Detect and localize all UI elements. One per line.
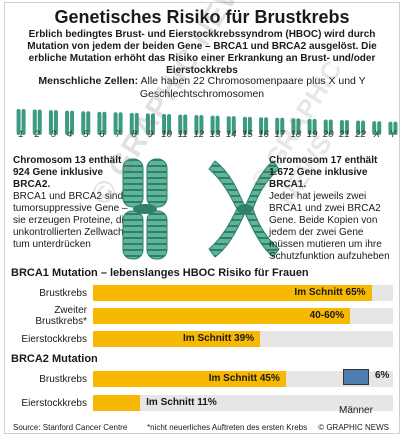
brca2-section-title: BRCA2 Mutation [11, 353, 98, 365]
chromosome-5 [81, 111, 91, 135]
bar-value-label: Im Schnitt 65% [294, 287, 366, 298]
chromosome-16 [259, 117, 269, 135]
large-chromosomes-illustration [122, 158, 280, 260]
bar-label: Brustkrebs [39, 287, 87, 299]
men-value: 6% [375, 370, 390, 381]
chromosome-label-20: 20 [322, 129, 334, 140]
chromosome-13-heading: Chromosom 13 enthält 924 Gene inklusive … [13, 155, 122, 190]
chromosome-Y [388, 121, 398, 135]
chromosome-11 [178, 114, 188, 135]
bar [93, 331, 261, 347]
bar-label: Brustkrebs [39, 373, 87, 385]
chromosome-17 [275, 117, 285, 135]
chromosome-17-illustration [208, 160, 280, 258]
chromosome-13-illustration [122, 158, 168, 260]
chromosome-17-text: Jeder hat jeweils zwei BRCA1 und zwei BR… [269, 191, 390, 262]
bar-value-label: Im Schnitt 39% [183, 333, 255, 344]
chromosome-8 [129, 112, 139, 135]
page-title: Genetisches Risiko für Brustkrebs [54, 7, 350, 27]
chromosome-label-1: 1 [18, 129, 24, 140]
chromosome-number-row: 1 2 3 4 5 6 7 8 9 10 11 12 13 14 15 16 17 18 19 20 21 22 X Y [13, 129, 401, 143]
bar-value-label: Im Schnitt 11% [146, 397, 217, 408]
chromosome-label-19: 19 [306, 129, 318, 140]
chromosome-22 [356, 120, 366, 135]
chromosome-label-9: 9 [147, 129, 154, 140]
chromosome-row [16, 109, 398, 135]
chromosome-label-X: X [373, 129, 380, 140]
bar [93, 395, 141, 411]
bar-label: Eierstockkrebs [21, 397, 87, 409]
chromosome-label-8: 8 [131, 129, 137, 140]
men-label: Männer [339, 405, 373, 416]
chromosome-label-Y: Y [389, 129, 397, 140]
chromosome-label-10: 10 [161, 129, 172, 140]
chromosome-2 [32, 109, 42, 135]
chromosome-label-11: 11 [177, 129, 188, 140]
intro-text: Erblich bedingtes Brust- und Eierstockkr… [27, 29, 377, 76]
chromosome-15 [242, 116, 252, 135]
brca1-section-title: BRCA1 Mutation – lebenslanges HBOC Risik… [11, 267, 309, 279]
chromosome-label-16: 16 [258, 129, 269, 140]
chromosome-label-14: 14 [225, 129, 237, 140]
bar [93, 308, 351, 324]
chromosome-18 [291, 118, 301, 135]
chromosome-4 [65, 110, 75, 135]
bar-label: Zweiter Brustkrebs* [35, 305, 87, 327]
chromosome-label-2: 2 [34, 129, 40, 140]
chromosome-label-15: 15 [242, 129, 253, 140]
bar [93, 285, 372, 301]
chromosome-label-6: 6 [99, 129, 105, 140]
chromosome-17-heading: Chromosom 17 enthält 1.672 Gene inklusiv… [269, 155, 378, 190]
chromosome-20 [323, 119, 333, 135]
chromosome-label-17: 17 [274, 129, 286, 140]
chromosome-19 [307, 118, 317, 135]
footer-credit: © GRAPHIC NEWS [318, 423, 389, 432]
cells-caption: Menschliche Zellen: Alle haben 22 Chromo… [5, 75, 399, 101]
chromosome-label-4: 4 [66, 129, 73, 140]
cells-heading: Menschliche Zellen: [38, 75, 139, 87]
chromosome-label-3: 3 [50, 129, 57, 140]
chromosome-9 [145, 113, 155, 135]
bar-value-label: Im Schnitt 45% [208, 373, 280, 384]
chromosome-label-5: 5 [83, 129, 89, 140]
footer-note: *nicht neuerliches Auftreten des ersten … [147, 423, 308, 432]
chromosome-3 [48, 110, 58, 135]
chromosome-13-info: Chromosom 13 enthält 924 Gene inklusive … [13, 155, 137, 251]
chromosome-label-7: 7 [115, 129, 121, 140]
cells-text: Alle haben 22 Chromosomenpaare plus X un… [139, 75, 366, 100]
bar-label: Eierstockkrebs [21, 333, 87, 345]
bar-background [93, 395, 393, 411]
chromosome-10 [162, 113, 172, 135]
chromosome-label-22: 22 [355, 129, 366, 140]
chromosome-21 [339, 120, 349, 135]
chromosome-label-18: 18 [290, 129, 302, 140]
chromosome-13-text: BRCA1 und BRCA2 sind tumorsuppressive Ge… [13, 191, 132, 250]
bar-value-label: 40-60% [309, 310, 345, 321]
chromosome-14 [226, 116, 236, 135]
chromosome-label-21: 21 [339, 129, 350, 140]
chromosome-6 [97, 111, 107, 135]
chromosome-13 [210, 115, 220, 135]
chromosome-17-info: Chromosom 17 enthält 1.672 Gene inklusiv… [269, 155, 399, 263]
chromosome-7 [113, 112, 123, 135]
infographic-frame: Genetisches Risiko für Brustkrebs Erblic… [4, 0, 401, 434]
footer-source: Source: Stanford Cancer Centre [13, 423, 128, 432]
chromosome-1 [16, 109, 26, 135]
chromosome-label-13: 13 [209, 129, 221, 140]
men-bar [343, 369, 369, 385]
chromosome-12 [194, 115, 204, 135]
chromosome-X [372, 121, 382, 135]
bar [93, 371, 286, 387]
chromosome-label-12: 12 [193, 129, 205, 140]
